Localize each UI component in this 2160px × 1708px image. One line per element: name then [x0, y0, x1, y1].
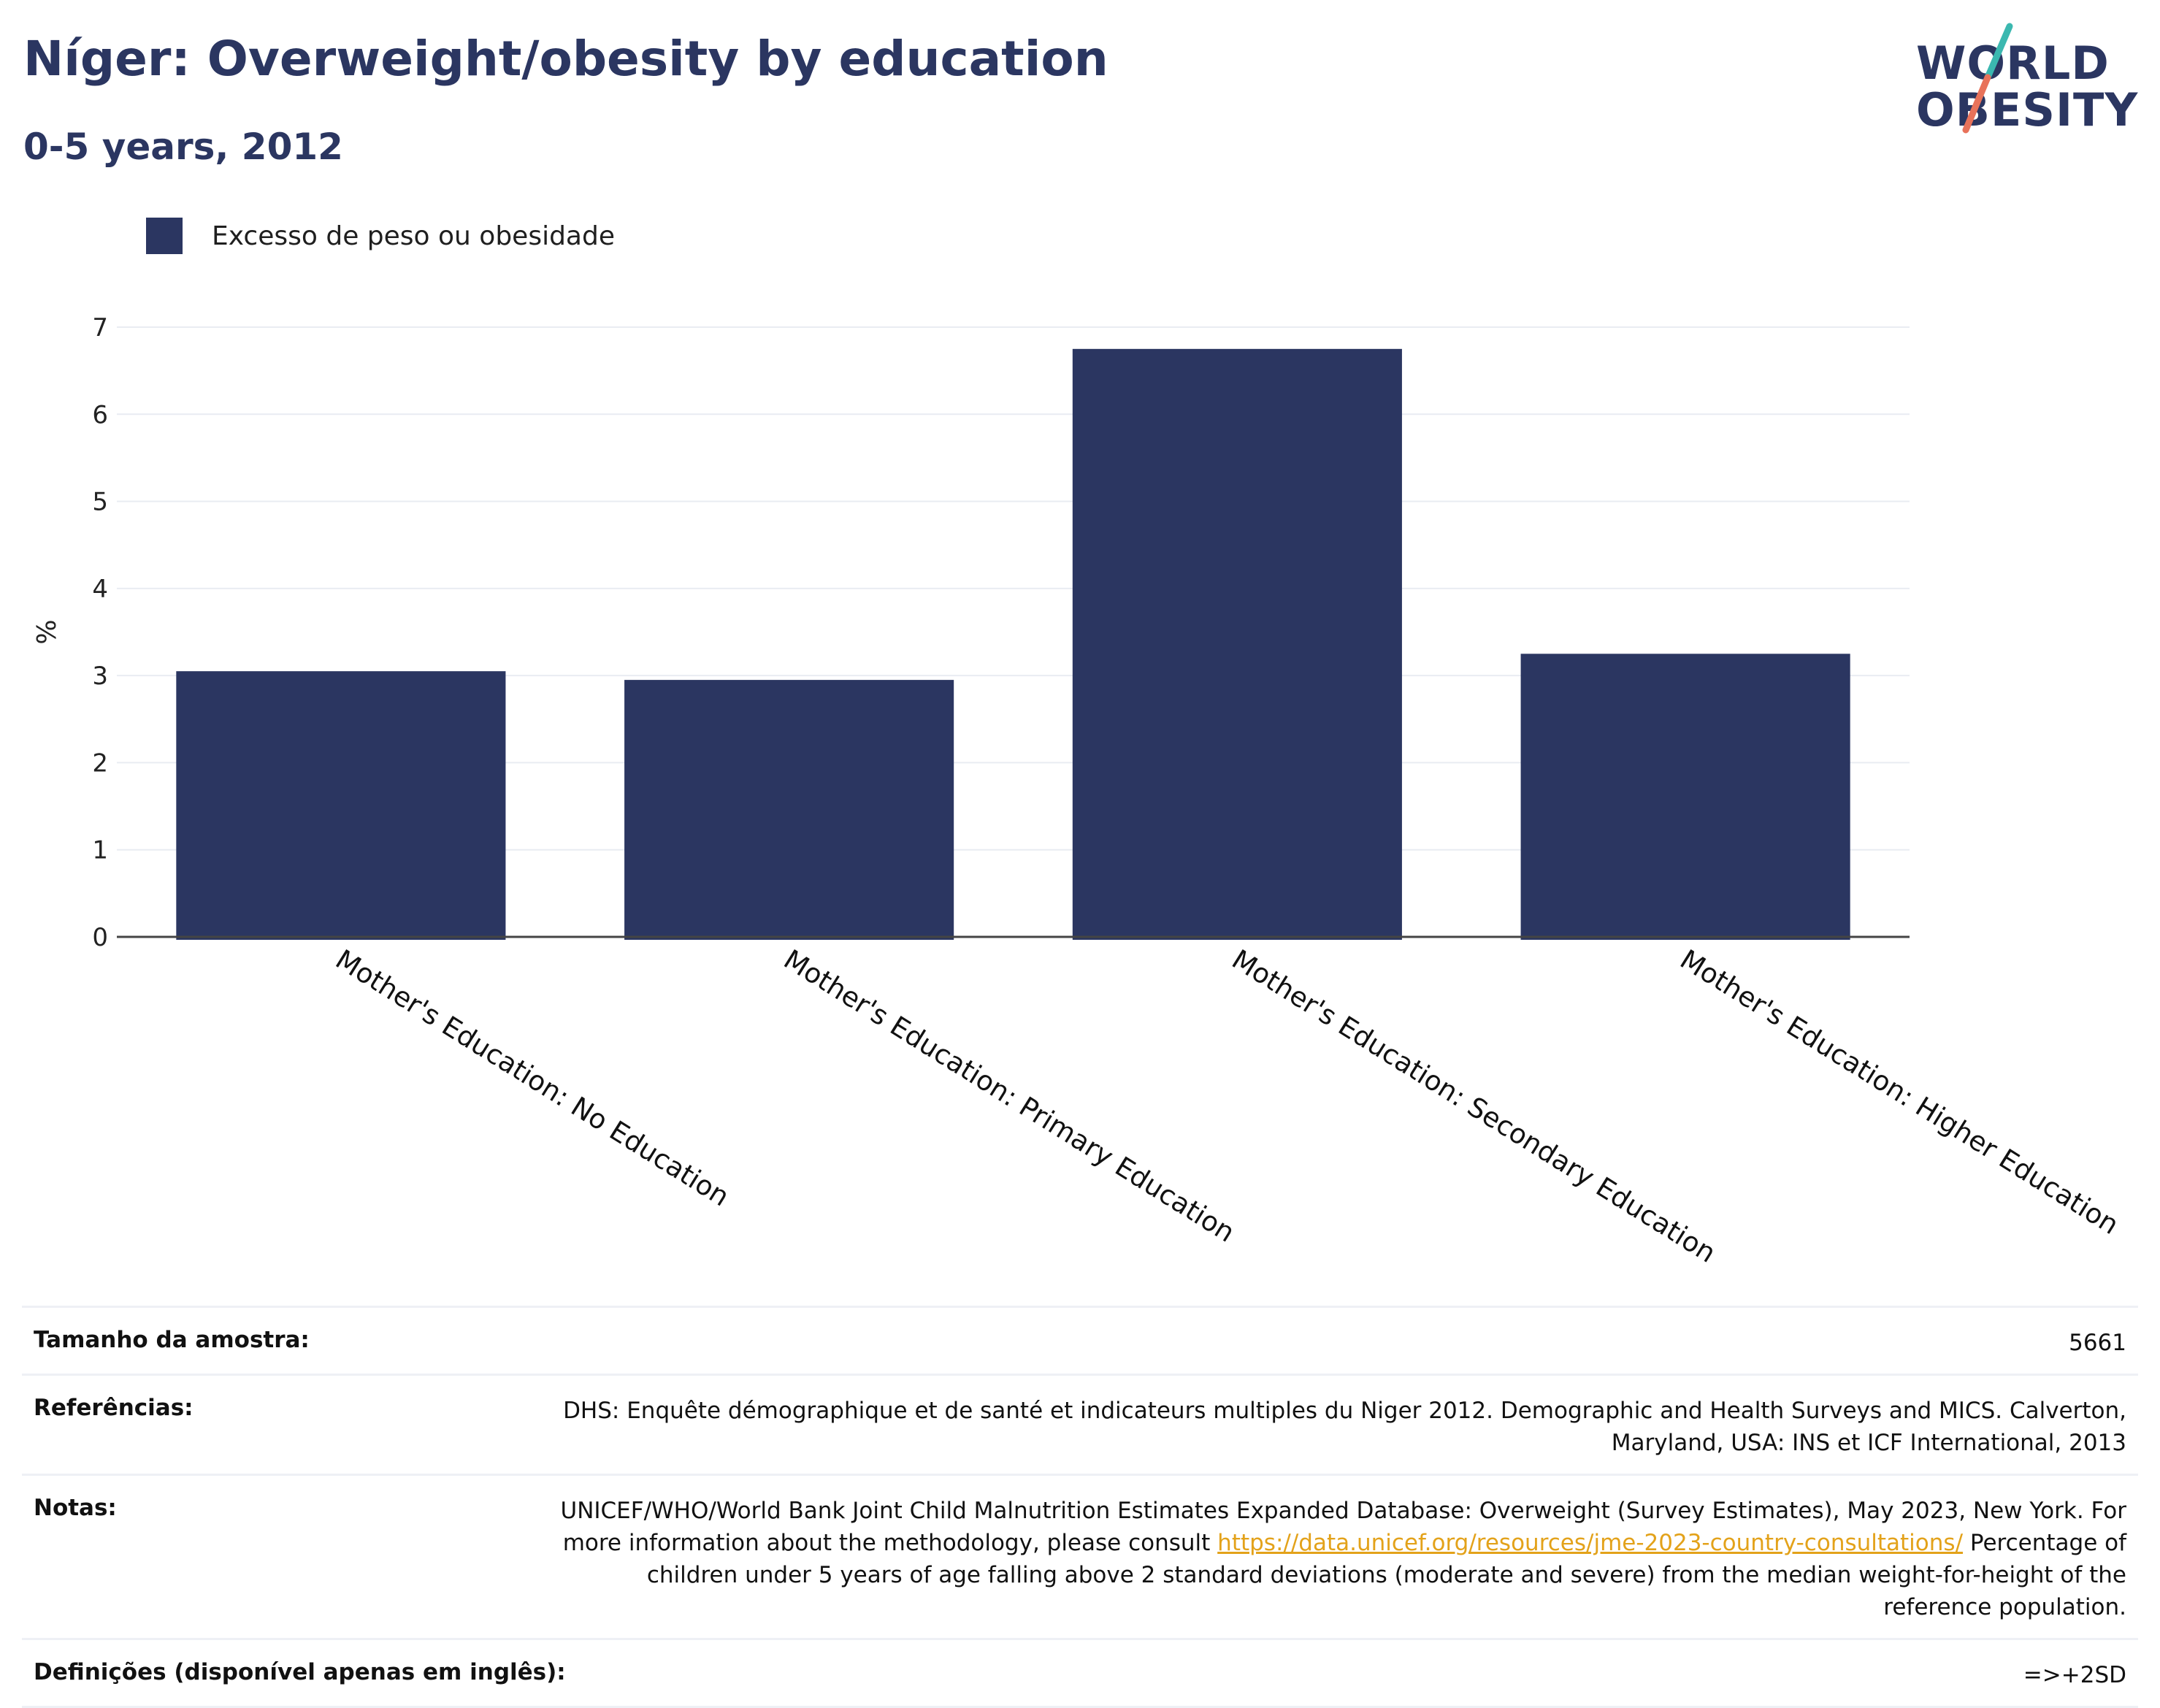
notes-text-after: Percentage of children under 5 years of … [646, 1530, 2126, 1620]
legend-swatch [146, 218, 183, 254]
bar [1072, 348, 1402, 940]
logo-slash-icon [1962, 23, 2013, 134]
notes-row: Notas: UNICEF/WHO/World Bank Joint Child… [22, 1474, 2138, 1638]
y-tick-label: 7 [92, 313, 108, 342]
definitions-label: Definições (disponível apenas em inglês)… [34, 1659, 566, 1685]
references-value: DHS: Enquête démographique et de santé e… [563, 1398, 2126, 1456]
info-table: Tamanho da amostra: 5661 Referências: DH… [22, 1306, 2138, 1708]
x-tick-label: Mother's Education: Secondary Education [1227, 943, 1722, 1269]
y-tick-label: 5 [92, 488, 108, 517]
legend-label: Excesso de peso ou obesidade [212, 221, 615, 251]
y-tick-label: 1 [92, 836, 108, 865]
logo-text-obesity: OBESITY [1916, 83, 2139, 137]
definitions-row: Definições (disponível apenas em inglês)… [22, 1638, 2138, 1708]
notes-label: Notas: [34, 1495, 117, 1521]
y-tick-label: 2 [92, 748, 108, 778]
notes-text: UNICEF/WHO/World Bank Joint Child Malnut… [560, 1498, 2127, 1556]
references-label: Referências: [34, 1395, 194, 1421]
x-tick-label: Mother's Education: No Education [330, 943, 735, 1212]
y-tick-label: 0 [92, 923, 108, 952]
world-obesity-logo: WORLD OBESITY [1906, 20, 2147, 152]
y-tick-label: 4 [92, 575, 108, 604]
bar [624, 680, 954, 940]
sample-size-label: Tamanho da amostra: [34, 1327, 310, 1353]
y-tick-label: 6 [92, 400, 108, 429]
methodology-link[interactable]: https://data.unicef.org/resources/jme-20… [1217, 1530, 1964, 1556]
page-subtitle: 0-5 years, 2012 [23, 126, 343, 168]
sample-size-value: 5661 [2069, 1330, 2126, 1356]
logo-text-world: WORLD [1916, 37, 2110, 90]
x-tick-label: Mother's Education: Higher Education [1674, 943, 2124, 1241]
bar [1520, 654, 1850, 940]
definitions-value: =>+2SD [2023, 1662, 2126, 1688]
notes-value: UNICEF/WHO/World Bank Joint Child Malnut… [535, 1495, 2127, 1623]
chart-legend: Excesso de peso ou obesidade [146, 216, 615, 256]
bar [176, 671, 506, 940]
references-row: Referências: DHS: Enquête démographique … [22, 1374, 2138, 1474]
sample-size-row: Tamanho da amostra: 5661 [22, 1306, 2138, 1374]
y-tick-label: 3 [92, 662, 108, 691]
page-title: Níger: Overweight/obesity by education [23, 31, 1108, 87]
y-axis-label: % [32, 619, 62, 644]
x-tick-label: Mother's Education: Primary Education [778, 943, 1241, 1249]
bar-chart: 0 1 2 3 4 5 6 7% Mother's Education: No Educatio… [32, 313, 2124, 1269]
